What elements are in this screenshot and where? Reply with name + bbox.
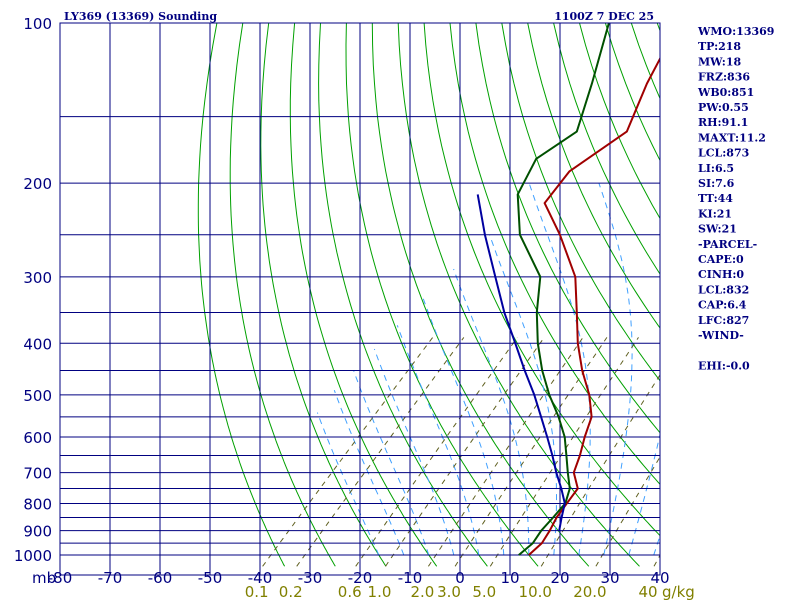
mixing-ratio-tick-label: 1.0 [368, 583, 392, 600]
mixing-ratio-tick-label: 5.0 [472, 583, 496, 600]
stat-line: CAPE:0 [698, 253, 744, 266]
mixing-ratio-tick-label: 0.6 [338, 583, 362, 600]
isobar-lines [60, 22, 660, 556]
mixing-ratio-line [595, 456, 660, 567]
temperature-tick-label: -40 [248, 569, 273, 587]
stat-line: TT:44 [698, 192, 733, 205]
dry-adiabat-line [475, 23, 660, 434]
sounding-line [528, 56, 660, 556]
temperature-tick-label: 30 [600, 569, 619, 587]
temperature-tick-label: -70 [98, 569, 123, 587]
stat-line: -PARCEL- [698, 238, 757, 251]
sounding-line [476, 194, 566, 531]
moist-adiabat-line [316, 412, 380, 556]
chart-title: LY369 (13369) Sounding [64, 10, 217, 23]
pressure-tick-label: 100 [23, 15, 52, 33]
dry-adiabat-line [787, 23, 800, 566]
mixing-ratio-unit-label: g/kg [662, 583, 695, 600]
dry-adiabat-line [527, 23, 660, 329]
stat-line: WMO:13369 [697, 25, 774, 38]
adiabat-lines [197, 23, 800, 567]
pressure-unit-label: mb [32, 569, 56, 587]
dry-adiabat-line [345, 23, 539, 567]
stat-line: CINH:0 [698, 268, 744, 281]
sounding-line [516, 23, 610, 556]
mixing-ratio-tick-label: 2.0 [411, 583, 435, 600]
temperature-tick-label: 40 [650, 569, 669, 587]
dry-adiabat-line [449, 23, 660, 486]
temperature-tick-label: -50 [198, 569, 223, 587]
temperature-tick-label: -30 [298, 569, 323, 587]
dry-adiabat-line [260, 23, 387, 567]
dry-adiabat-line [553, 23, 660, 275]
stat-line: PW:0.55 [698, 101, 749, 114]
mixing-ratio-line [427, 337, 584, 567]
pressure-tick-label: 1000 [14, 547, 52, 565]
mixing-ratio-line [454, 337, 608, 567]
pressure-tick-label: 200 [23, 175, 52, 193]
stat-line: EHI:-0.0 [698, 359, 750, 372]
pressure-tick-label: 400 [23, 335, 52, 353]
stat-line: LCL:832 [698, 283, 749, 296]
pressure-tick-label: 700 [23, 465, 52, 483]
moist-adiabat-line [396, 325, 480, 556]
dry-adiabat-line [229, 23, 336, 567]
dry-adiabat-line [397, 23, 640, 567]
stat-line: TP:218 [698, 40, 741, 53]
temperature-tick-label: -60 [148, 569, 173, 587]
temperature-tick-label: 20 [550, 569, 569, 587]
stat-line: LI:6.5 [698, 162, 734, 175]
moist-adiabat-line [422, 298, 505, 556]
plot-frame [59, 22, 661, 576]
stat-line: MAXT:11.2 [698, 131, 766, 144]
observation-time: 1100Z 7 DEC 25 [554, 10, 654, 23]
stat-line: WB0:851 [697, 86, 754, 99]
stat-line: SW:21 [698, 223, 737, 236]
stat-line: FRZ:836 [698, 71, 750, 84]
stats-panel: WMO:13369 TP:218 MW:18 FRZ:836 WB0:851 PW:0.5… [697, 25, 774, 372]
mixing-ratio-tick-label: 0.1 [245, 583, 269, 600]
dry-adiabat-line [501, 23, 660, 382]
dry-adiabat-line [423, 23, 660, 537]
mixing-ratio-tick-label: 3.0 [437, 583, 461, 600]
dry-adiabat-line [371, 23, 590, 567]
temperature-tick-label: -20 [348, 569, 373, 587]
stat-line: LCL:873 [698, 147, 749, 160]
moist-adiabat-line [598, 182, 633, 556]
pressure-tick-label: 500 [23, 387, 52, 405]
moist-adiabat-line [353, 370, 430, 556]
stat-line: LFC:827 [698, 314, 749, 327]
stat-line: KI:21 [698, 207, 732, 220]
isotherm-lines [60, 23, 660, 575]
mixing-ratio-tick-label: 0.2 [279, 583, 303, 600]
temperature-tick-label: 10 [500, 569, 519, 587]
stat-line: -WIND- [698, 329, 744, 342]
stat-line: SI:7.6 [698, 177, 735, 190]
temperature-tick-label: 0 [455, 569, 465, 587]
pressure-tick-label: 300 [23, 269, 52, 287]
mixing-ratio-tick-label: 10.0 [519, 583, 552, 600]
mixing-ratio-tick-label: 40 [638, 583, 657, 600]
temperature-tick-label: -10 [398, 569, 423, 587]
stat-line: RH:91.1 [698, 116, 748, 129]
moist-adiabat-line [453, 268, 530, 555]
pressure-tick-label: 600 [23, 429, 52, 447]
dry-adiabat-line [289, 23, 438, 567]
mixing-ratio-line [355, 337, 518, 567]
pressure-tick-label: 900 [23, 523, 52, 541]
mixing-ratio-line [385, 337, 545, 567]
stat-line: MW:18 [698, 55, 741, 68]
temperature-tick-label: -80 [48, 569, 73, 587]
stat-line: CAP:6.4 [698, 299, 747, 312]
moist-adiabat-line [528, 182, 591, 556]
sounding-series [476, 23, 660, 556]
mixing-ratio-tick-label: 20.0 [573, 583, 606, 600]
moist-adiabat-line [333, 390, 405, 556]
dry-adiabat-line [761, 23, 800, 566]
pressure-tick-label: 800 [23, 495, 52, 513]
dry-adiabat-line [197, 23, 286, 567]
